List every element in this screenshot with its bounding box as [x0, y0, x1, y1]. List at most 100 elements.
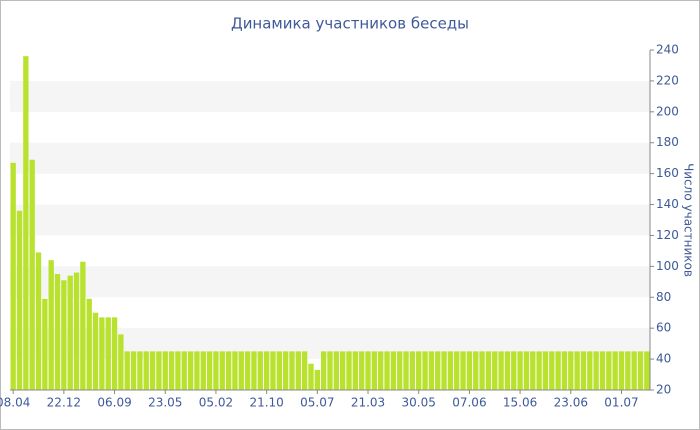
bar [409, 351, 416, 390]
y-tick-label: 20 [656, 383, 671, 397]
bar [137, 351, 143, 390]
bar [181, 351, 187, 390]
bar [86, 298, 92, 390]
bar [10, 162, 16, 390]
grid-band [10, 204, 650, 236]
bar [466, 351, 473, 390]
bar [48, 260, 54, 390]
bar [232, 351, 238, 390]
x-tick-label: 01.07 [604, 396, 638, 410]
bar [580, 351, 587, 390]
bar [251, 351, 257, 390]
bar [447, 351, 454, 390]
bar [599, 351, 606, 390]
bar [568, 351, 574, 390]
grid-band [10, 142, 650, 174]
x-tick-label: 23.05 [148, 396, 182, 410]
x-tick-label: 23.06 [554, 396, 588, 410]
x-tick-label: 30.05 [402, 396, 436, 410]
chart-title: Динамика участников беседы [231, 15, 469, 33]
bar [485, 351, 492, 390]
bar [542, 351, 549, 390]
bar [130, 351, 137, 390]
grid-band [10, 266, 650, 298]
bar [206, 351, 213, 390]
bar [454, 351, 460, 390]
y-tick-label: 180 [656, 135, 679, 149]
bar [340, 351, 346, 390]
bar [54, 274, 61, 390]
bar [29, 159, 35, 390]
bar [321, 351, 327, 390]
bar [593, 351, 599, 390]
bar [111, 317, 118, 390]
bar [625, 351, 631, 390]
bar [295, 351, 301, 390]
x-tick-label: 05.02 [199, 396, 233, 410]
bar [644, 351, 650, 390]
bar [35, 252, 42, 390]
bar [301, 351, 308, 390]
bar [416, 351, 422, 390]
bar [352, 351, 359, 390]
bar [194, 351, 200, 390]
bar [282, 351, 289, 390]
y-tick-label: 160 [656, 166, 679, 180]
bar [257, 351, 263, 390]
bar [479, 351, 485, 390]
bar [16, 210, 23, 390]
bar [587, 351, 593, 390]
bar [219, 351, 225, 390]
x-tick-label: 07.06 [452, 396, 486, 410]
bar [384, 351, 390, 390]
bar [397, 351, 403, 390]
bar [390, 351, 397, 390]
bar [289, 351, 295, 390]
bar [549, 351, 555, 390]
bar [225, 351, 232, 390]
bar [511, 351, 517, 390]
bar [498, 351, 504, 390]
bar [276, 351, 282, 390]
bar [80, 261, 86, 390]
x-tick-label: 21.10 [249, 396, 283, 410]
bar [555, 351, 561, 390]
bar [61, 280, 67, 390]
bar [435, 351, 441, 390]
bar [517, 351, 523, 390]
bar [504, 351, 511, 390]
bar [561, 351, 568, 390]
bar [23, 56, 29, 390]
bar [168, 351, 175, 390]
bar [371, 351, 378, 390]
bar [263, 351, 270, 390]
y-tick-label: 140 [656, 197, 679, 211]
bar [492, 351, 498, 390]
bar [422, 351, 428, 390]
bar [612, 351, 618, 390]
bar [187, 351, 194, 390]
bar [143, 351, 149, 390]
bar [270, 351, 276, 390]
bar [124, 351, 130, 390]
y-tick-label: 80 [656, 290, 671, 304]
bar [333, 351, 339, 390]
bar [162, 351, 168, 390]
bar [441, 351, 447, 390]
y-tick-label: 60 [656, 321, 671, 335]
bar [200, 351, 206, 390]
bar [238, 351, 244, 390]
bar [92, 312, 99, 390]
x-tick-label: 22.12 [47, 396, 81, 410]
x-tick-label: 05.07 [300, 396, 334, 410]
bar [428, 351, 435, 390]
bar [314, 369, 320, 390]
bar [42, 298, 48, 390]
bar [637, 351, 644, 390]
bar [359, 351, 365, 390]
bar [631, 351, 637, 390]
y-tick-label: 200 [656, 104, 679, 118]
y-tick-label: 120 [656, 228, 679, 242]
y-tick-label: 220 [656, 73, 679, 87]
